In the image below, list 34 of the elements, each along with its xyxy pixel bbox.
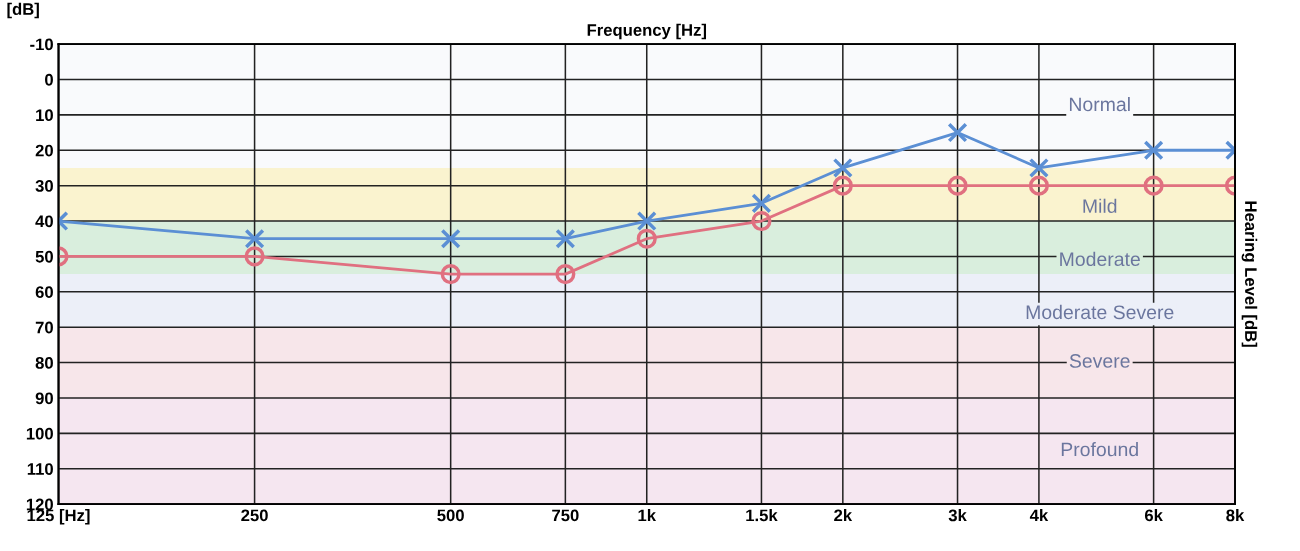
x-axis-title: Frequency [Hz] [587,23,707,40]
band-label: Normal [1069,96,1130,112]
band-label: Moderate Severe [1026,304,1174,320]
y-axis-title: [dB] [7,2,39,19]
y-tick-label: 20 [35,144,53,157]
x-tick-label: 500 [437,509,464,522]
x-tick-label: 125 [Hz] [27,509,90,525]
y-tick-label: 80 [35,357,53,369]
band-label: Profound [1061,442,1138,457]
y-tick-label: 110 [27,463,53,475]
y-tick-label: 50 [35,250,53,263]
band-label: Moderate [1060,251,1140,267]
y-tick-label: -10 [30,38,53,51]
y-tick-label: 10 [36,109,53,122]
x-tick-label: 250 [241,509,268,522]
band-label: Severe [1069,354,1130,368]
y-tick-label: 40 [35,215,53,228]
y-tick-label: 0 [45,73,53,86]
y-tick-label: 90 [35,392,53,405]
x-tick-label: 750 [552,509,579,522]
x-tick-label: 3k [948,509,967,522]
x-tick-label: 2k [834,509,853,522]
x-tick-label: 1k [638,509,657,522]
y-tick-label: 60 [35,286,53,299]
y-tick-label: 70 [35,321,53,334]
y2-axis-title: Hearing Level [dB] [1241,201,1258,347]
x-tick-label: 8k [1226,509,1245,522]
y-tick-label: 100 [26,427,53,440]
x-tick-label: 1.5k [746,509,778,522]
band-label: Mild [1083,198,1117,213]
y-tick-label: 120 [26,498,53,511]
y-tick-label: 30 [35,180,53,192]
x-tick-label: 4k [1029,509,1049,522]
x-tick-label: 6k [1144,509,1163,522]
